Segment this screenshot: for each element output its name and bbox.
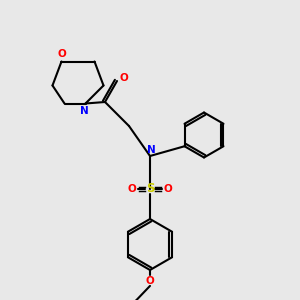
Text: O: O	[146, 275, 154, 286]
Text: O: O	[164, 184, 172, 194]
Text: N: N	[147, 145, 156, 155]
Text: O: O	[119, 73, 128, 83]
Text: O: O	[57, 49, 66, 59]
Text: N: N	[80, 106, 88, 116]
Text: S: S	[146, 182, 154, 196]
Text: O: O	[128, 184, 136, 194]
